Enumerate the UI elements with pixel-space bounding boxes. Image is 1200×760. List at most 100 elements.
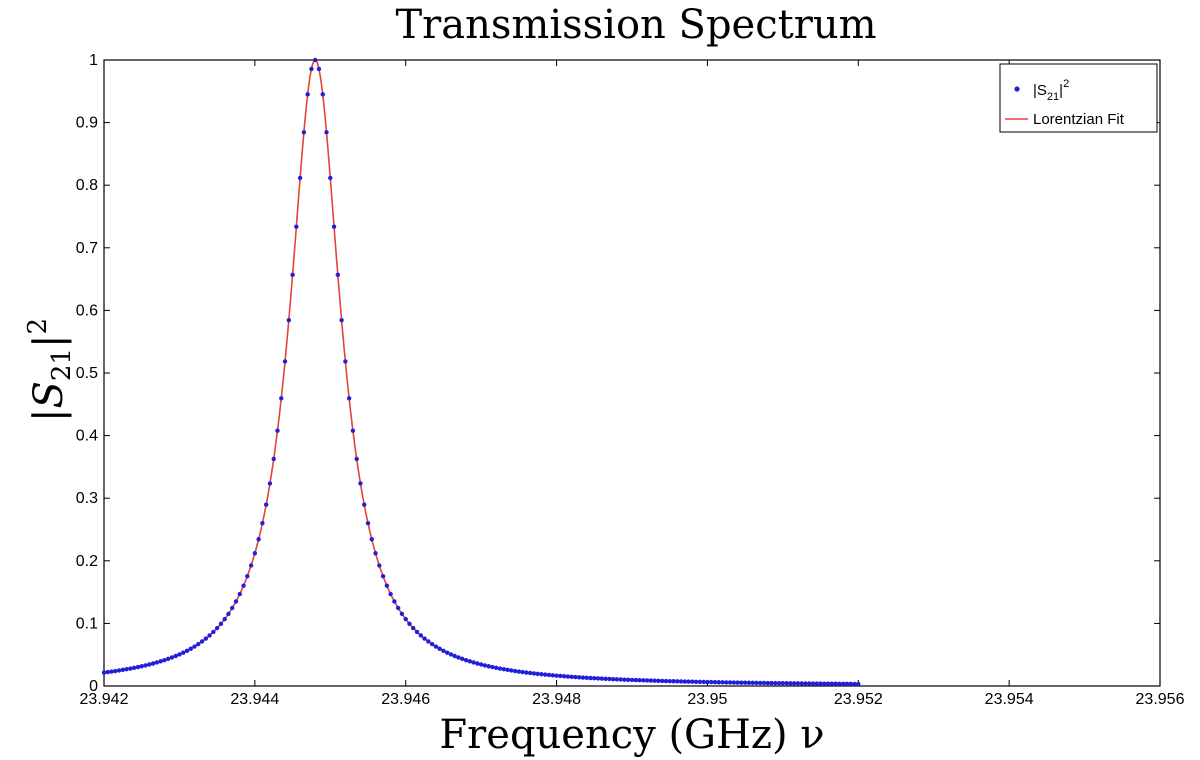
data-point	[286, 317, 291, 323]
y-tick-label: 0.7	[76, 240, 98, 257]
data-point	[282, 359, 288, 364]
x-tick-label: 23.952	[834, 691, 883, 708]
data-point	[241, 583, 246, 588]
data-point	[399, 611, 405, 617]
data-point	[395, 605, 401, 611]
data-point	[256, 537, 261, 542]
data-point	[825, 681, 831, 686]
y-tick-label: 0.3	[76, 490, 98, 507]
data-point	[377, 563, 382, 568]
data-point	[701, 679, 706, 685]
data-point	[173, 653, 178, 659]
data-point	[448, 652, 454, 657]
data-point	[814, 681, 819, 686]
data-point	[693, 679, 699, 684]
data-point	[135, 664, 141, 670]
data-point	[346, 396, 352, 401]
data-point	[358, 481, 363, 486]
data-point	[592, 676, 597, 681]
data-point	[644, 678, 650, 683]
data-point	[769, 680, 774, 686]
marker-layer	[101, 57, 861, 687]
data-point	[139, 664, 144, 669]
data-point	[550, 673, 555, 678]
data-point	[218, 621, 224, 627]
data-point	[181, 650, 186, 655]
data-point	[607, 676, 612, 682]
data-point	[516, 669, 522, 674]
data-point	[686, 679, 691, 684]
data-point	[731, 680, 737, 685]
y-tick-label: 0.8	[76, 177, 98, 194]
data-point	[629, 677, 635, 683]
data-point	[214, 625, 220, 631]
data-point	[279, 396, 284, 401]
x-tick-label: 23.948	[532, 691, 581, 708]
data-point	[248, 563, 254, 568]
data-point	[373, 551, 378, 556]
data-point	[656, 678, 661, 684]
data-point	[331, 224, 337, 229]
data-point	[739, 680, 744, 685]
y-tick-label: 0.6	[76, 302, 98, 319]
data-point	[561, 674, 567, 679]
data-point	[147, 662, 152, 667]
legend-line-label: Lorentzian Fit	[1033, 111, 1125, 128]
data-point	[580, 675, 586, 680]
data-point	[618, 677, 623, 682]
data-point	[595, 676, 601, 681]
data-point	[143, 663, 148, 668]
data-point	[365, 521, 371, 526]
data-point	[316, 66, 322, 72]
data-point	[588, 675, 593, 681]
data-point	[622, 677, 627, 682]
data-point	[478, 662, 484, 667]
data-point	[154, 660, 159, 665]
data-point	[761, 680, 767, 686]
y-axis-label: |S21|2	[23, 318, 77, 422]
legend-box	[999, 63, 1158, 133]
data-point	[829, 681, 835, 686]
data-point	[754, 680, 759, 686]
data-point	[705, 679, 710, 685]
data-point	[380, 574, 386, 579]
data-point	[780, 681, 786, 686]
data-point	[727, 680, 733, 685]
data-point	[369, 537, 374, 542]
data-point	[497, 666, 503, 671]
y-tick-label: 0.5	[76, 365, 98, 382]
data-point	[252, 551, 258, 556]
data-point	[599, 676, 605, 681]
y-tick-label: 1	[89, 52, 98, 69]
y-tick-label: 0.1	[76, 615, 98, 632]
data-point	[482, 663, 488, 668]
data-point	[101, 670, 107, 675]
data-point	[271, 456, 276, 462]
data-point	[784, 681, 789, 686]
data-point	[626, 677, 631, 682]
data-point	[720, 680, 725, 685]
data-point	[131, 665, 137, 671]
data-point	[237, 591, 242, 597]
data-point	[267, 481, 273, 486]
data-point	[837, 681, 842, 686]
data-point	[445, 650, 450, 655]
data-point	[429, 641, 435, 647]
data-point	[765, 680, 770, 686]
data-point	[120, 667, 126, 673]
data-point	[486, 664, 491, 669]
data-point	[490, 664, 495, 670]
data-point	[758, 680, 763, 686]
data-point	[162, 657, 167, 663]
data-point	[226, 611, 231, 617]
data-point	[565, 674, 571, 679]
data-point	[456, 655, 461, 660]
data-point	[614, 677, 620, 682]
data-point	[441, 648, 446, 653]
data-point	[158, 659, 163, 664]
y-tick-label: 0	[89, 678, 98, 695]
data-point	[422, 636, 427, 641]
data-point	[501, 667, 506, 672]
data-point	[113, 668, 118, 674]
